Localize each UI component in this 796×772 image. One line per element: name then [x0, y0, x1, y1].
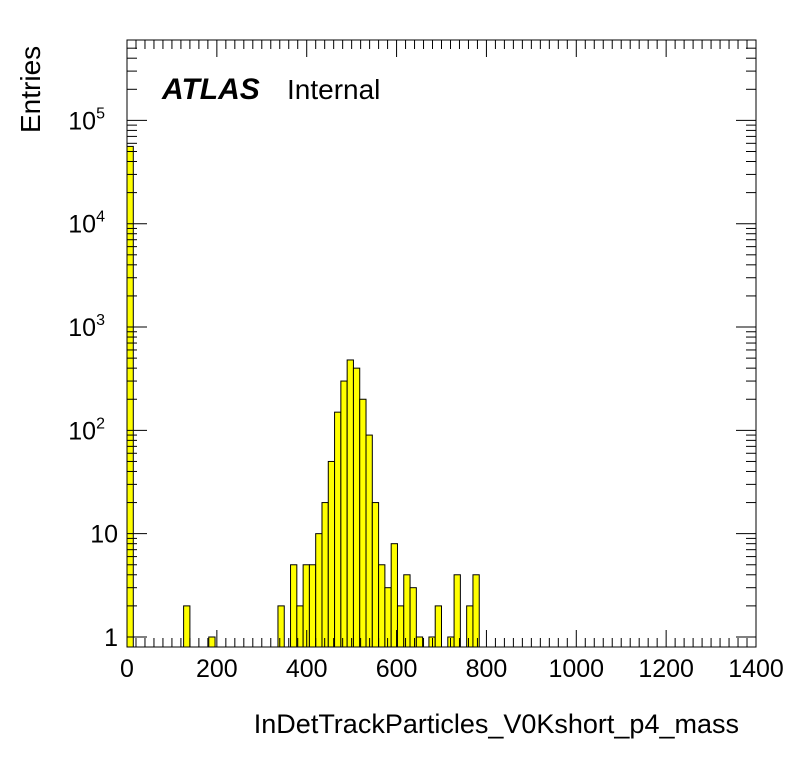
histogram-bin [308, 564, 317, 648]
atlas-label: ATLAS [161, 73, 260, 106]
x-tick-label: 1000 [548, 655, 604, 683]
x-tick-label: 800 [466, 655, 508, 683]
x-axis-ticks [126, 40, 757, 647]
x-axis-title: InDetTrackParticles_V0Kshort_p4_mass [254, 709, 739, 739]
histogram-bin [334, 411, 342, 648]
histogram-bin [277, 605, 285, 648]
x-tick-label: 200 [196, 655, 238, 683]
y-axis-tick-labels: 1 10 102 103 104 105 [68, 105, 118, 652]
y-tick-label: 10 [90, 521, 118, 549]
x-tick-label: 600 [376, 655, 418, 683]
histogram-bin [126, 145, 134, 648]
y-tick-label: 1 [104, 624, 118, 652]
histogram-bin [352, 367, 361, 648]
histogram-bin [315, 533, 323, 648]
histogram-bin [466, 605, 474, 648]
y-tick-label: 104 [68, 209, 105, 239]
y-tick-label: 103 [68, 312, 105, 342]
histogram-bin [208, 636, 216, 648]
y-axis-title: Entries [15, 46, 46, 133]
histogram-bin [453, 574, 461, 648]
histogram-bin [396, 605, 405, 648]
histogram-bin [290, 564, 298, 648]
x-tick-label: 1400 [728, 655, 784, 683]
histogram-bin [359, 398, 367, 648]
histogram-bin [378, 564, 386, 648]
histogram-bin [346, 359, 354, 648]
histogram-bars [126, 145, 480, 648]
histogram-bin [321, 502, 329, 648]
x-tick-label: 1200 [638, 655, 694, 683]
y-axis-ticks [127, 39, 756, 638]
histogram-bin [403, 574, 411, 648]
histogram-bin [365, 434, 373, 648]
y-tick-label: 105 [68, 105, 105, 135]
x-axis-tick-labels: 0 200 400 600 800 1000 1200 1400 [120, 655, 784, 683]
plot-frame [126, 39, 757, 648]
atlas-status-label: Internal [287, 74, 380, 105]
y-tick-label: 102 [68, 415, 105, 445]
histogram-bin [434, 605, 442, 648]
histogram-bin [183, 605, 191, 648]
histogram-bin [472, 574, 480, 648]
x-tick-label: 400 [286, 655, 328, 683]
histogram-bin [340, 380, 348, 648]
histogram-bin [327, 460, 336, 648]
histogram-bin [371, 502, 380, 648]
x-tick-label: 0 [120, 655, 134, 683]
histogram-bin [409, 587, 417, 648]
histogram-bin [415, 636, 424, 648]
